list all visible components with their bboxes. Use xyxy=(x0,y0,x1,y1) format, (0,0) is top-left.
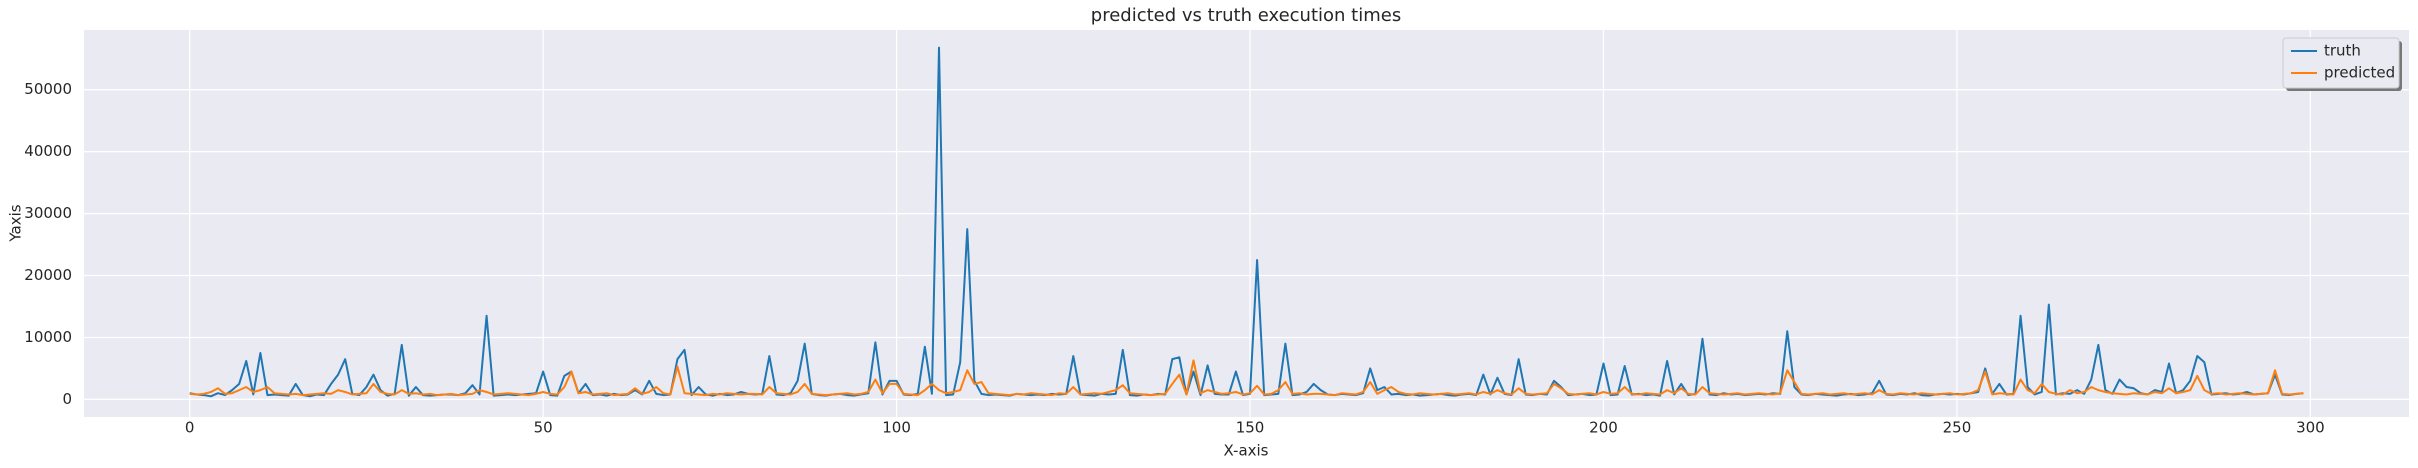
legend-label: predicted xyxy=(2324,64,2395,82)
legend: truth predicted xyxy=(2282,37,2402,91)
legend-label: truth xyxy=(2324,42,2361,60)
plot-area xyxy=(84,30,2409,417)
grid xyxy=(84,30,2409,417)
x-tick-label: 300 xyxy=(2296,419,2325,437)
y-tick-label: 20000 xyxy=(24,266,72,284)
y-tick-label: 0 xyxy=(62,390,72,408)
x-tick-label: 100 xyxy=(882,419,911,437)
x-tick-label: 50 xyxy=(534,419,553,437)
y-axis-label: Yaxis xyxy=(7,204,25,242)
y-tick-label: 40000 xyxy=(24,142,72,160)
x-tick-label: 250 xyxy=(1943,419,1972,437)
y-tick-label: 10000 xyxy=(24,328,72,346)
chart-title: predicted vs truth execution times xyxy=(1091,5,1401,26)
y-tick-label: 30000 xyxy=(24,204,72,222)
x-axis-label: X-axis xyxy=(1224,442,1269,460)
x-tick-label: 0 xyxy=(185,419,195,437)
x-tick-label: 150 xyxy=(1236,419,1265,437)
lines xyxy=(189,46,2304,398)
y-tick-label: 50000 xyxy=(24,80,72,98)
series-line xyxy=(189,359,2304,397)
x-tick-label: 200 xyxy=(1589,419,1618,437)
